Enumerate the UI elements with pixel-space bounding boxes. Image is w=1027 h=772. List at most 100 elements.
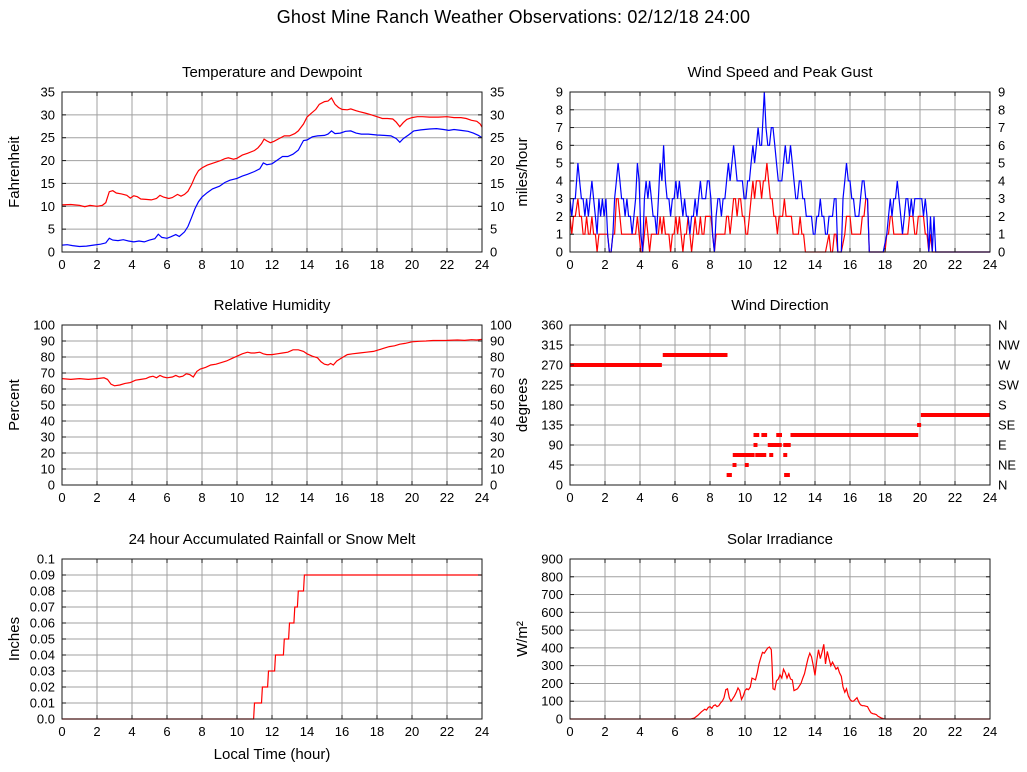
svg-text:14: 14 <box>808 490 822 505</box>
svg-text:30: 30 <box>490 107 504 122</box>
svg-text:135: 135 <box>541 418 563 433</box>
svg-text:12: 12 <box>265 257 279 272</box>
svg-text:18: 18 <box>878 724 892 739</box>
svg-text:20: 20 <box>405 490 419 505</box>
svg-text:24: 24 <box>475 724 489 739</box>
svg-text:60: 60 <box>490 382 504 397</box>
svg-text:2: 2 <box>601 257 608 272</box>
svg-text:6: 6 <box>671 257 678 272</box>
chart-title-wind-direction: Wind Direction <box>731 297 829 314</box>
svg-text:90: 90 <box>549 438 563 453</box>
svg-text:2: 2 <box>998 209 1005 224</box>
svg-text:0.04: 0.04 <box>30 648 55 663</box>
chart-title-rainfall: 24 hour Accumulated Rainfall or Snow Mel… <box>128 531 416 548</box>
svg-text:24: 24 <box>983 724 997 739</box>
svg-text:6: 6 <box>556 138 563 153</box>
chart-title-relative-humidity: Relative Humidity <box>213 297 331 314</box>
svg-text:16: 16 <box>843 724 857 739</box>
svg-text:10: 10 <box>41 199 55 214</box>
svg-text:Percent: Percent <box>6 378 23 431</box>
chart-title-solar-irradiance: Solar Irradiance <box>727 531 833 548</box>
svg-text:900: 900 <box>541 552 563 567</box>
svg-text:1: 1 <box>556 227 563 242</box>
svg-text:0: 0 <box>58 257 65 272</box>
svg-text:5: 5 <box>48 222 55 237</box>
svg-text:8: 8 <box>706 724 713 739</box>
svg-text:14: 14 <box>808 724 822 739</box>
svg-text:22: 22 <box>948 724 962 739</box>
svg-text:0.1: 0.1 <box>37 552 55 567</box>
svg-text:2: 2 <box>601 724 608 739</box>
svg-text:50: 50 <box>41 398 55 413</box>
svg-text:50: 50 <box>490 398 504 413</box>
svg-text:80: 80 <box>41 350 55 365</box>
svg-text:270: 270 <box>541 358 563 373</box>
svg-text:24: 24 <box>983 257 997 272</box>
svg-text:0.0: 0.0 <box>37 712 55 727</box>
svg-text:0.03: 0.03 <box>30 664 55 679</box>
svg-text:2: 2 <box>556 209 563 224</box>
svg-text:0: 0 <box>556 478 563 493</box>
svg-text:12: 12 <box>773 724 787 739</box>
svg-text:22: 22 <box>440 257 454 272</box>
svg-text:20: 20 <box>490 446 504 461</box>
svg-text:0: 0 <box>48 245 55 260</box>
svg-text:0: 0 <box>556 712 563 727</box>
chart-title-wind-speed-gust: Wind Speed and Peak Gust <box>687 64 873 81</box>
svg-text:10: 10 <box>490 199 504 214</box>
svg-text:20: 20 <box>913 724 927 739</box>
svg-text:2: 2 <box>93 490 100 505</box>
svg-text:miles/hour: miles/hour <box>514 137 531 206</box>
rainfall-plot: 0 2 4 6 8 10 12 14 16 18 20 22 240.00.010.020.030.04… <box>6 552 489 764</box>
svg-text:20: 20 <box>490 153 504 168</box>
svg-text:500: 500 <box>541 623 563 638</box>
svg-text:4: 4 <box>636 724 643 739</box>
svg-text:18: 18 <box>370 490 384 505</box>
svg-text:20: 20 <box>913 257 927 272</box>
svg-text:18: 18 <box>878 490 892 505</box>
svg-text:4: 4 <box>128 490 135 505</box>
svg-text:0.01: 0.01 <box>30 696 55 711</box>
svg-text:200: 200 <box>541 676 563 691</box>
svg-text:80: 80 <box>490 350 504 365</box>
svg-text:2: 2 <box>601 490 608 505</box>
svg-text:15: 15 <box>41 176 55 191</box>
svg-text:22: 22 <box>948 490 962 505</box>
svg-text:E: E <box>998 438 1007 453</box>
svg-text:6: 6 <box>671 490 678 505</box>
svg-text:8: 8 <box>198 257 205 272</box>
svg-text:25: 25 <box>490 130 504 145</box>
svg-text:2: 2 <box>93 257 100 272</box>
svg-text:20: 20 <box>41 446 55 461</box>
svg-text:6: 6 <box>163 724 170 739</box>
svg-text:18: 18 <box>370 257 384 272</box>
svg-text:SW: SW <box>998 378 1020 393</box>
svg-text:40: 40 <box>41 414 55 429</box>
svg-text:0.08: 0.08 <box>30 584 55 599</box>
svg-text:12: 12 <box>265 490 279 505</box>
svg-text:7: 7 <box>998 120 1005 135</box>
svg-text:0: 0 <box>566 490 573 505</box>
svg-text:70: 70 <box>490 366 504 381</box>
svg-text:4: 4 <box>636 257 643 272</box>
svg-text:30: 30 <box>41 107 55 122</box>
svg-text:30: 30 <box>490 430 504 445</box>
svg-text:22: 22 <box>948 257 962 272</box>
svg-text:100: 100 <box>33 318 55 333</box>
svg-text:4: 4 <box>128 257 135 272</box>
svg-text:10: 10 <box>490 462 504 477</box>
svg-text:degrees: degrees <box>514 378 531 432</box>
svg-text:20: 20 <box>41 153 55 168</box>
chart-panel-relative-humidity: Relative Humidity 0 2 4 6 8 10 12 14 16 18 20 22 24 0… <box>0 293 519 526</box>
chart-panel-temperature-dewpoint: Temperature and Dewpoint 0 2 4 6 8 10 12 14 16 18… <box>0 60 519 293</box>
svg-text:0.09: 0.09 <box>30 568 55 583</box>
svg-text:30: 30 <box>41 430 55 445</box>
svg-text:16: 16 <box>843 257 857 272</box>
page-title: Ghost Mine Ranch Weather Observations: 0… <box>276 7 751 27</box>
svg-text:16: 16 <box>335 490 349 505</box>
svg-text:14: 14 <box>300 257 314 272</box>
svg-text:600: 600 <box>541 605 563 620</box>
